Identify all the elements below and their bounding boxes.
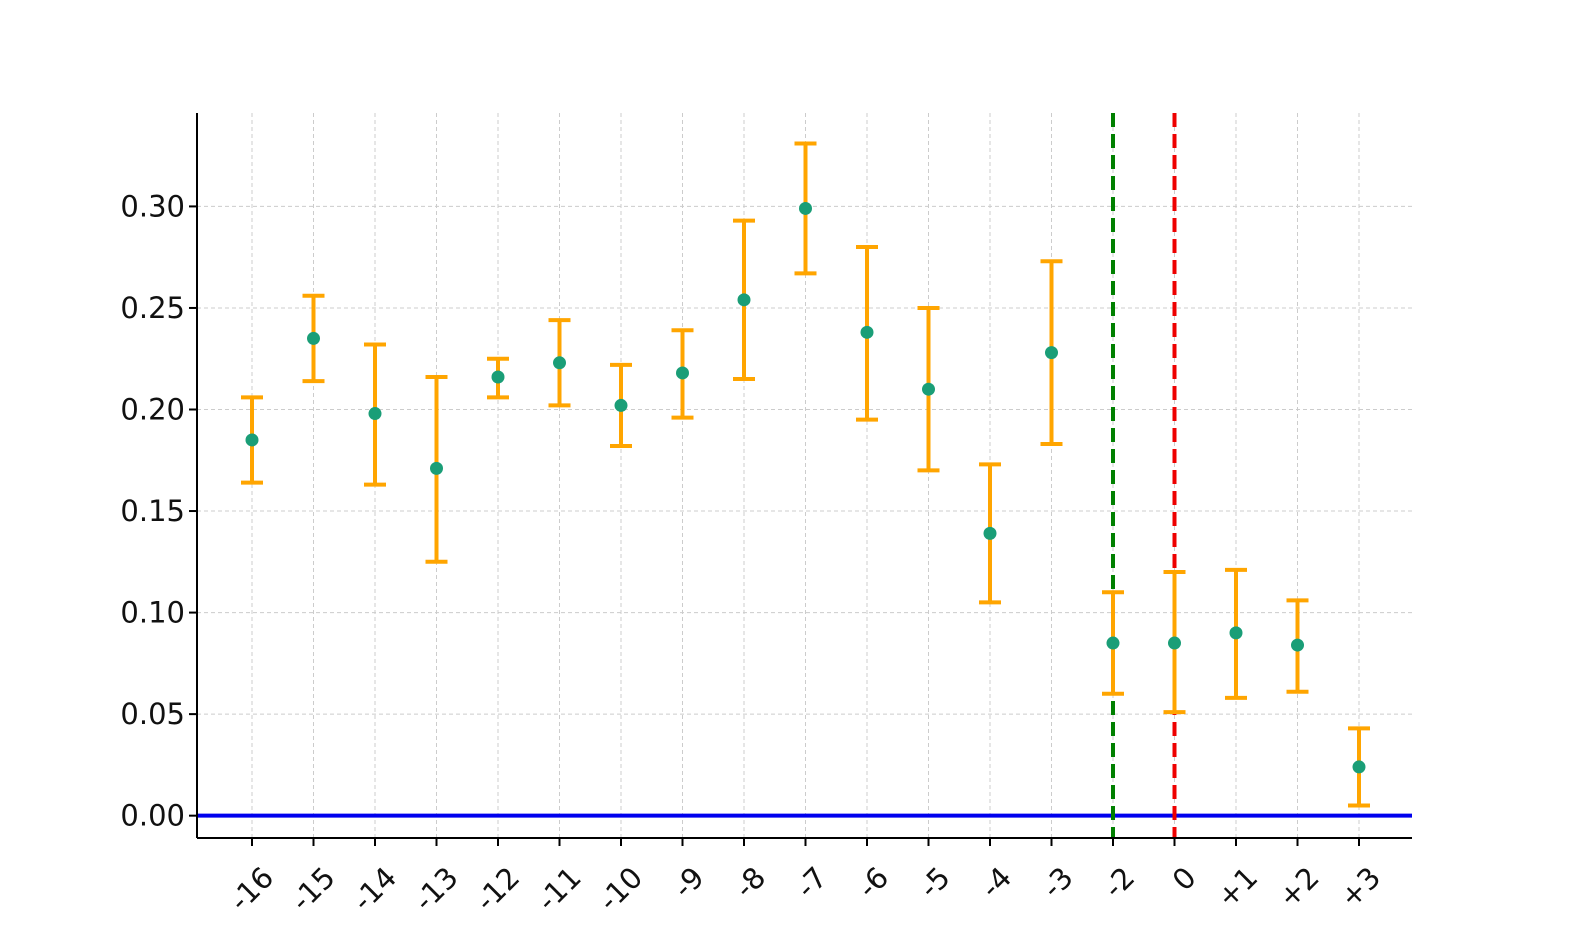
data-point xyxy=(245,433,259,447)
y-tick-label: 0.30 xyxy=(120,189,185,223)
y-tick-label: 0.10 xyxy=(120,596,185,630)
x-tick-label: 0 xyxy=(1166,860,1203,897)
data-point xyxy=(737,293,751,307)
data-point xyxy=(983,526,997,540)
error-bars xyxy=(241,141,1370,808)
x-tick-label: -11 xyxy=(530,860,588,918)
data-point xyxy=(922,382,935,396)
y-tick-label: 0.05 xyxy=(120,697,185,731)
data-point xyxy=(430,461,443,475)
data-point xyxy=(307,331,320,345)
x-tick-label: +1 xyxy=(1210,860,1264,914)
y-tick-labels: 0.00 0.05 0.10 0.15 0.20 0.25 0.30 xyxy=(120,189,185,832)
data-point xyxy=(1229,626,1243,640)
x-tick-label: -15 xyxy=(284,860,342,918)
x-tick-label: -4 xyxy=(974,860,1018,904)
x-tick-label: +3 xyxy=(1333,860,1387,914)
data-point xyxy=(860,325,874,339)
x-tick-label: -7 xyxy=(789,860,833,904)
x-tick-label: +2 xyxy=(1271,860,1325,914)
data-point xyxy=(1106,636,1120,650)
x-tick-label: -8 xyxy=(728,860,772,904)
x-tick-label: -14 xyxy=(346,860,404,918)
y-tick-label: 0.15 xyxy=(120,494,185,528)
x-tick-label: -2 xyxy=(1097,860,1141,904)
x-tick-label: -12 xyxy=(469,860,527,918)
y-tick-label: 0.00 xyxy=(120,799,185,833)
x-tick-label: -5 xyxy=(912,860,956,904)
data-point xyxy=(1291,638,1304,652)
x-tick-label: -13 xyxy=(407,860,465,918)
y-tick-label: 0.25 xyxy=(120,291,185,325)
data-point xyxy=(491,370,505,384)
x-tick-labels: -16 -15 -14 -13 -12 -11 -10 -9 -8 -7 -6 -5 -4 -3 -2 0 +1… xyxy=(223,860,1388,918)
data-points xyxy=(245,201,1366,774)
x-tick-label: -9 xyxy=(666,860,710,904)
axes xyxy=(189,113,1412,846)
reference-lines xyxy=(197,113,1412,838)
x-tick-label: -3 xyxy=(1035,860,1079,904)
data-point xyxy=(368,407,382,421)
x-tick-label: -10 xyxy=(592,860,650,918)
data-point xyxy=(553,356,566,370)
y-tick-label: 0.20 xyxy=(120,392,185,426)
data-point xyxy=(614,398,628,412)
data-point xyxy=(676,366,689,380)
x-tick-label: -16 xyxy=(223,860,281,918)
data-point xyxy=(799,201,812,215)
data-point xyxy=(1045,346,1058,360)
data-point xyxy=(1168,636,1181,650)
data-point xyxy=(1352,760,1366,774)
x-tick-label: -6 xyxy=(851,860,895,904)
